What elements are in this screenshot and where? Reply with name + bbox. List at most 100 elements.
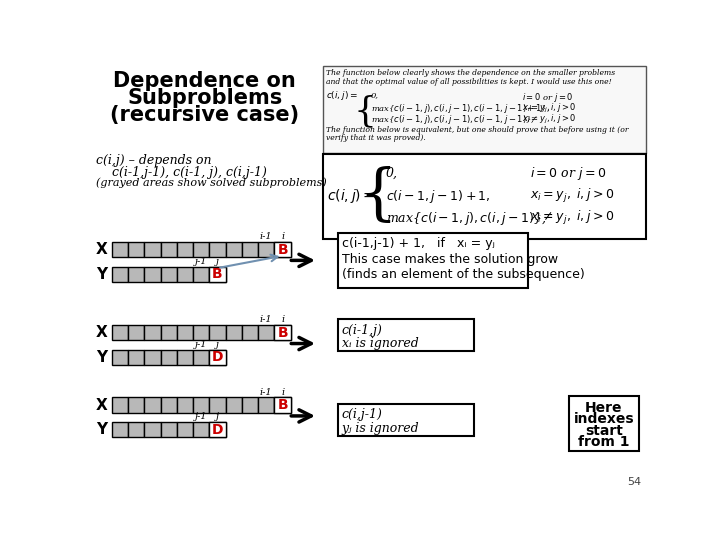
Bar: [274, 397, 291, 413]
Text: $c(i,j) =$: $c(i,j) =$: [326, 89, 359, 102]
Text: $x_i = y_j,\ i,j > 0$: $x_i = y_j,\ i,j > 0$: [530, 187, 615, 206]
Text: Here: Here: [585, 401, 623, 415]
Bar: [225, 397, 242, 413]
Bar: [210, 397, 225, 413]
Bar: [177, 350, 193, 365]
Text: (finds an element of the subsequence): (finds an element of the subsequence): [342, 268, 585, 281]
Bar: [128, 422, 144, 437]
Text: (recursive case): (recursive case): [110, 105, 300, 125]
Text: 54: 54: [628, 477, 642, 487]
Bar: [144, 397, 161, 413]
Text: X: X: [95, 325, 107, 340]
Text: yⱼ is ignored: yⱼ is ignored: [342, 422, 420, 435]
Text: X: X: [95, 242, 107, 257]
Bar: [144, 350, 161, 365]
Text: (grayed areas show solved subproblems): (grayed areas show solved subproblems): [96, 177, 327, 188]
Text: from 1: from 1: [578, 435, 629, 449]
Bar: [210, 267, 225, 282]
Text: i: i: [281, 315, 284, 325]
Bar: [274, 325, 291, 340]
Bar: [177, 267, 193, 282]
Bar: [161, 397, 177, 413]
Bar: [161, 242, 177, 257]
Bar: [210, 422, 225, 437]
Bar: [210, 325, 225, 340]
Text: max{$c(i-1,j), c(i,j-1)$},: max{$c(i-1,j), c(i,j-1)$},: [386, 210, 546, 227]
Bar: [210, 242, 225, 257]
Bar: [128, 267, 144, 282]
Text: Subproblems: Subproblems: [127, 88, 282, 108]
Text: X: X: [95, 397, 107, 413]
Text: j-1: j-1: [195, 340, 207, 349]
Bar: [258, 397, 274, 413]
Bar: [193, 350, 210, 365]
Text: B: B: [277, 242, 288, 256]
Bar: [177, 397, 193, 413]
Text: Dependence on: Dependence on: [113, 71, 296, 91]
Bar: [128, 325, 144, 340]
Bar: [338, 319, 474, 351]
Text: i-1: i-1: [260, 232, 273, 241]
Text: D: D: [212, 423, 223, 437]
Bar: [193, 325, 210, 340]
Text: 0,: 0,: [386, 167, 398, 180]
Bar: [242, 325, 258, 340]
Bar: [193, 242, 210, 257]
Bar: [161, 350, 177, 365]
Text: The function below is equivalent, but one should prove that before using it (or: The function below is equivalent, but on…: [326, 126, 629, 133]
Bar: [338, 233, 528, 288]
Bar: [258, 242, 274, 257]
Text: B: B: [277, 398, 288, 412]
Text: max{$c(i-1,j), c(i,j-1), c(i-1,j-1)+1$},: max{$c(i-1,j), c(i,j-1), c(i-1,j-1)+1$},: [371, 102, 550, 115]
Text: j-1: j-1: [195, 256, 207, 266]
Bar: [210, 350, 225, 365]
Bar: [242, 397, 258, 413]
Bar: [177, 242, 193, 257]
Text: j: j: [216, 413, 219, 421]
Bar: [128, 242, 144, 257]
Text: $i = 0$ or $j = 0$: $i = 0$ or $j = 0$: [530, 165, 606, 182]
Bar: [161, 325, 177, 340]
Bar: [274, 397, 291, 413]
Bar: [225, 242, 242, 257]
Bar: [112, 325, 128, 340]
Text: i: i: [281, 388, 284, 397]
Text: {: {: [354, 94, 377, 128]
Text: {: {: [359, 166, 397, 226]
Bar: [112, 350, 128, 365]
Bar: [161, 422, 177, 437]
Bar: [128, 350, 144, 365]
Bar: [242, 242, 258, 257]
Text: j: j: [216, 256, 219, 266]
Bar: [112, 397, 128, 413]
Text: The function below clearly shows the dependence on the smaller problems: The function below clearly shows the dep…: [325, 70, 615, 77]
Text: c(i-1,j-1) + 1,   if   xᵢ = yⱼ: c(i-1,j-1) + 1, if xᵢ = yⱼ: [342, 237, 495, 250]
Text: c(i,j) – depends on: c(i,j) – depends on: [96, 154, 212, 167]
Bar: [258, 325, 274, 340]
Bar: [112, 422, 128, 437]
Bar: [338, 403, 474, 436]
Text: xᵢ is ignored: xᵢ is ignored: [342, 338, 418, 350]
Text: $x_i = y_j, i,j > 0$: $x_i = y_j, i,j > 0$: [523, 102, 577, 115]
Text: Y: Y: [96, 350, 107, 365]
Text: D: D: [212, 350, 223, 365]
Bar: [323, 66, 647, 153]
Bar: [274, 325, 291, 340]
Text: $i = 0$ or $j = 0$: $i = 0$ or $j = 0$: [523, 91, 574, 104]
Bar: [144, 325, 161, 340]
Bar: [210, 422, 225, 437]
Text: verify that it was proved).: verify that it was proved).: [326, 134, 426, 142]
Text: This case makes the solution grow: This case makes the solution grow: [342, 253, 558, 266]
Bar: [225, 325, 242, 340]
Text: 0,: 0,: [371, 91, 379, 99]
Text: Y: Y: [96, 267, 107, 282]
Text: i-1: i-1: [260, 388, 273, 397]
Bar: [323, 154, 647, 239]
Text: j-1: j-1: [195, 413, 207, 421]
Text: i: i: [281, 232, 284, 241]
Text: indexes: indexes: [574, 412, 634, 426]
Bar: [569, 396, 639, 451]
Bar: [112, 242, 128, 257]
Bar: [128, 397, 144, 413]
Text: start: start: [585, 423, 623, 437]
